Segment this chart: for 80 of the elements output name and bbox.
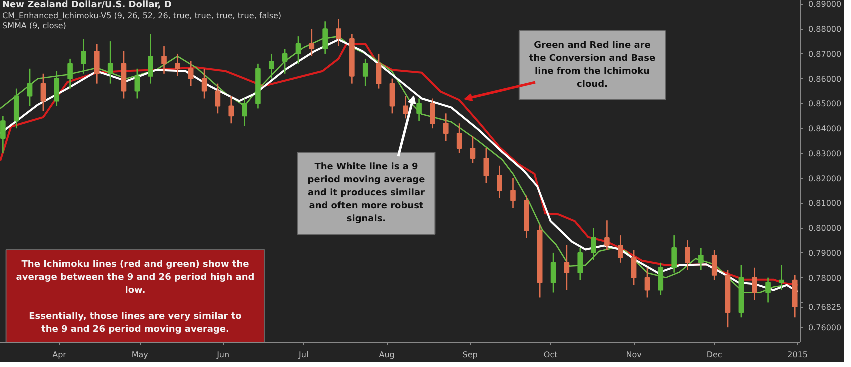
x-tick-label: Jul [298,350,309,360]
candlestick [148,33,154,84]
candlestick [322,20,328,55]
candlestick [631,250,637,286]
candlestick [68,58,73,90]
candlestick [712,250,718,281]
candlestick [202,68,208,100]
candlestick [268,53,274,80]
candlestick [94,43,100,84]
candlestick [54,70,60,107]
candlestick [685,240,690,272]
candlestick [309,28,315,58]
candlestick [215,83,221,114]
candlestick [766,277,771,304]
candlestick [564,244,570,291]
candlestick [390,78,396,114]
candlestick [134,68,140,100]
x-tick-label: Nov [626,350,642,360]
candlestick [228,96,234,124]
annotation: CM_Enhanced_Ichimoku-V5 (9, 26, 52, 26, true, true, true, true, false) [2,12,282,20]
annotation: SMMA (9, close) [2,22,66,30]
candlestick [672,234,677,274]
candlestick [779,264,784,291]
y-tick-label: 0.84000 [808,124,842,134]
y-tick-label: 0.79000 [808,248,842,258]
candlestick [443,113,449,142]
y-tick-label: 0.76825 [808,303,842,312]
candlestick [578,247,584,281]
y-tick-label: 0.86000 [808,74,842,84]
annotation: Green and Red line are the Conversion and Base line from the Ichimoku cloud. [529,41,656,90]
x-tick-label: May [132,350,149,360]
y-tick-label: 0.81000 [808,199,842,208]
y-tick-label: 0.88000 [808,25,842,34]
annotation: The White line is a 9 period moving average and it produces similar and often more robust signals. [308,162,426,224]
candlestick [282,48,288,75]
x-tick-label: Sep [462,350,478,360]
candlestick [108,40,114,84]
y-tick-label: 0.85000 [808,100,842,109]
candlestick [430,98,436,130]
candlestick [296,36,302,65]
y-tick-label: 0.76000 [808,324,842,333]
y-tick-label: 0.89000 [808,0,842,10]
candlestick [484,148,490,184]
candlestick [752,267,758,301]
candlestick [698,247,704,272]
candlestick [618,234,624,264]
candlestick [27,68,33,107]
candlestick [0,116,6,154]
y-tick-label: 0.80000 [808,224,842,234]
candlestick [470,135,476,164]
x-tick-label: Dec [706,350,722,360]
candlestick [242,98,248,127]
x-tick-label: Aug [379,350,395,360]
candlestick [550,252,556,294]
candlestick [362,58,368,87]
candlestick [591,227,596,262]
candlestick [336,18,342,48]
candlestick [510,178,516,209]
candlestick [162,46,167,75]
candlestick [40,73,46,112]
y-tick-label: 0.87000 [808,50,842,59]
candlestick [416,98,422,122]
candlestick [81,38,86,75]
x-tick-label: Jun [216,350,230,360]
y-tick-label: 0.83000 [808,149,842,158]
y-tick-label: 0.82000 [808,174,842,184]
candlestick [456,122,462,154]
candlestick [604,220,610,252]
chart-title: New Zealand Dollar/U.S. Dollar, D [2,0,172,10]
candlestick [376,53,382,90]
y-tick-label: 0.78000 [808,274,842,283]
candlestick [658,262,664,296]
text: The Ichimoku lines (red and green) show the average between the 9 and 26 period high and low. Essentially, those lines are very similar to the 9 and 26 period moving average. [16,260,255,335]
candlestick [644,267,650,298]
candlestick [497,165,502,199]
x-tick-label: 2015 [788,350,808,360]
candlestick [175,53,180,78]
x-tick-label: Apr [52,350,68,360]
candlestick [188,60,194,87]
x-tick-label: Oct [544,350,558,360]
